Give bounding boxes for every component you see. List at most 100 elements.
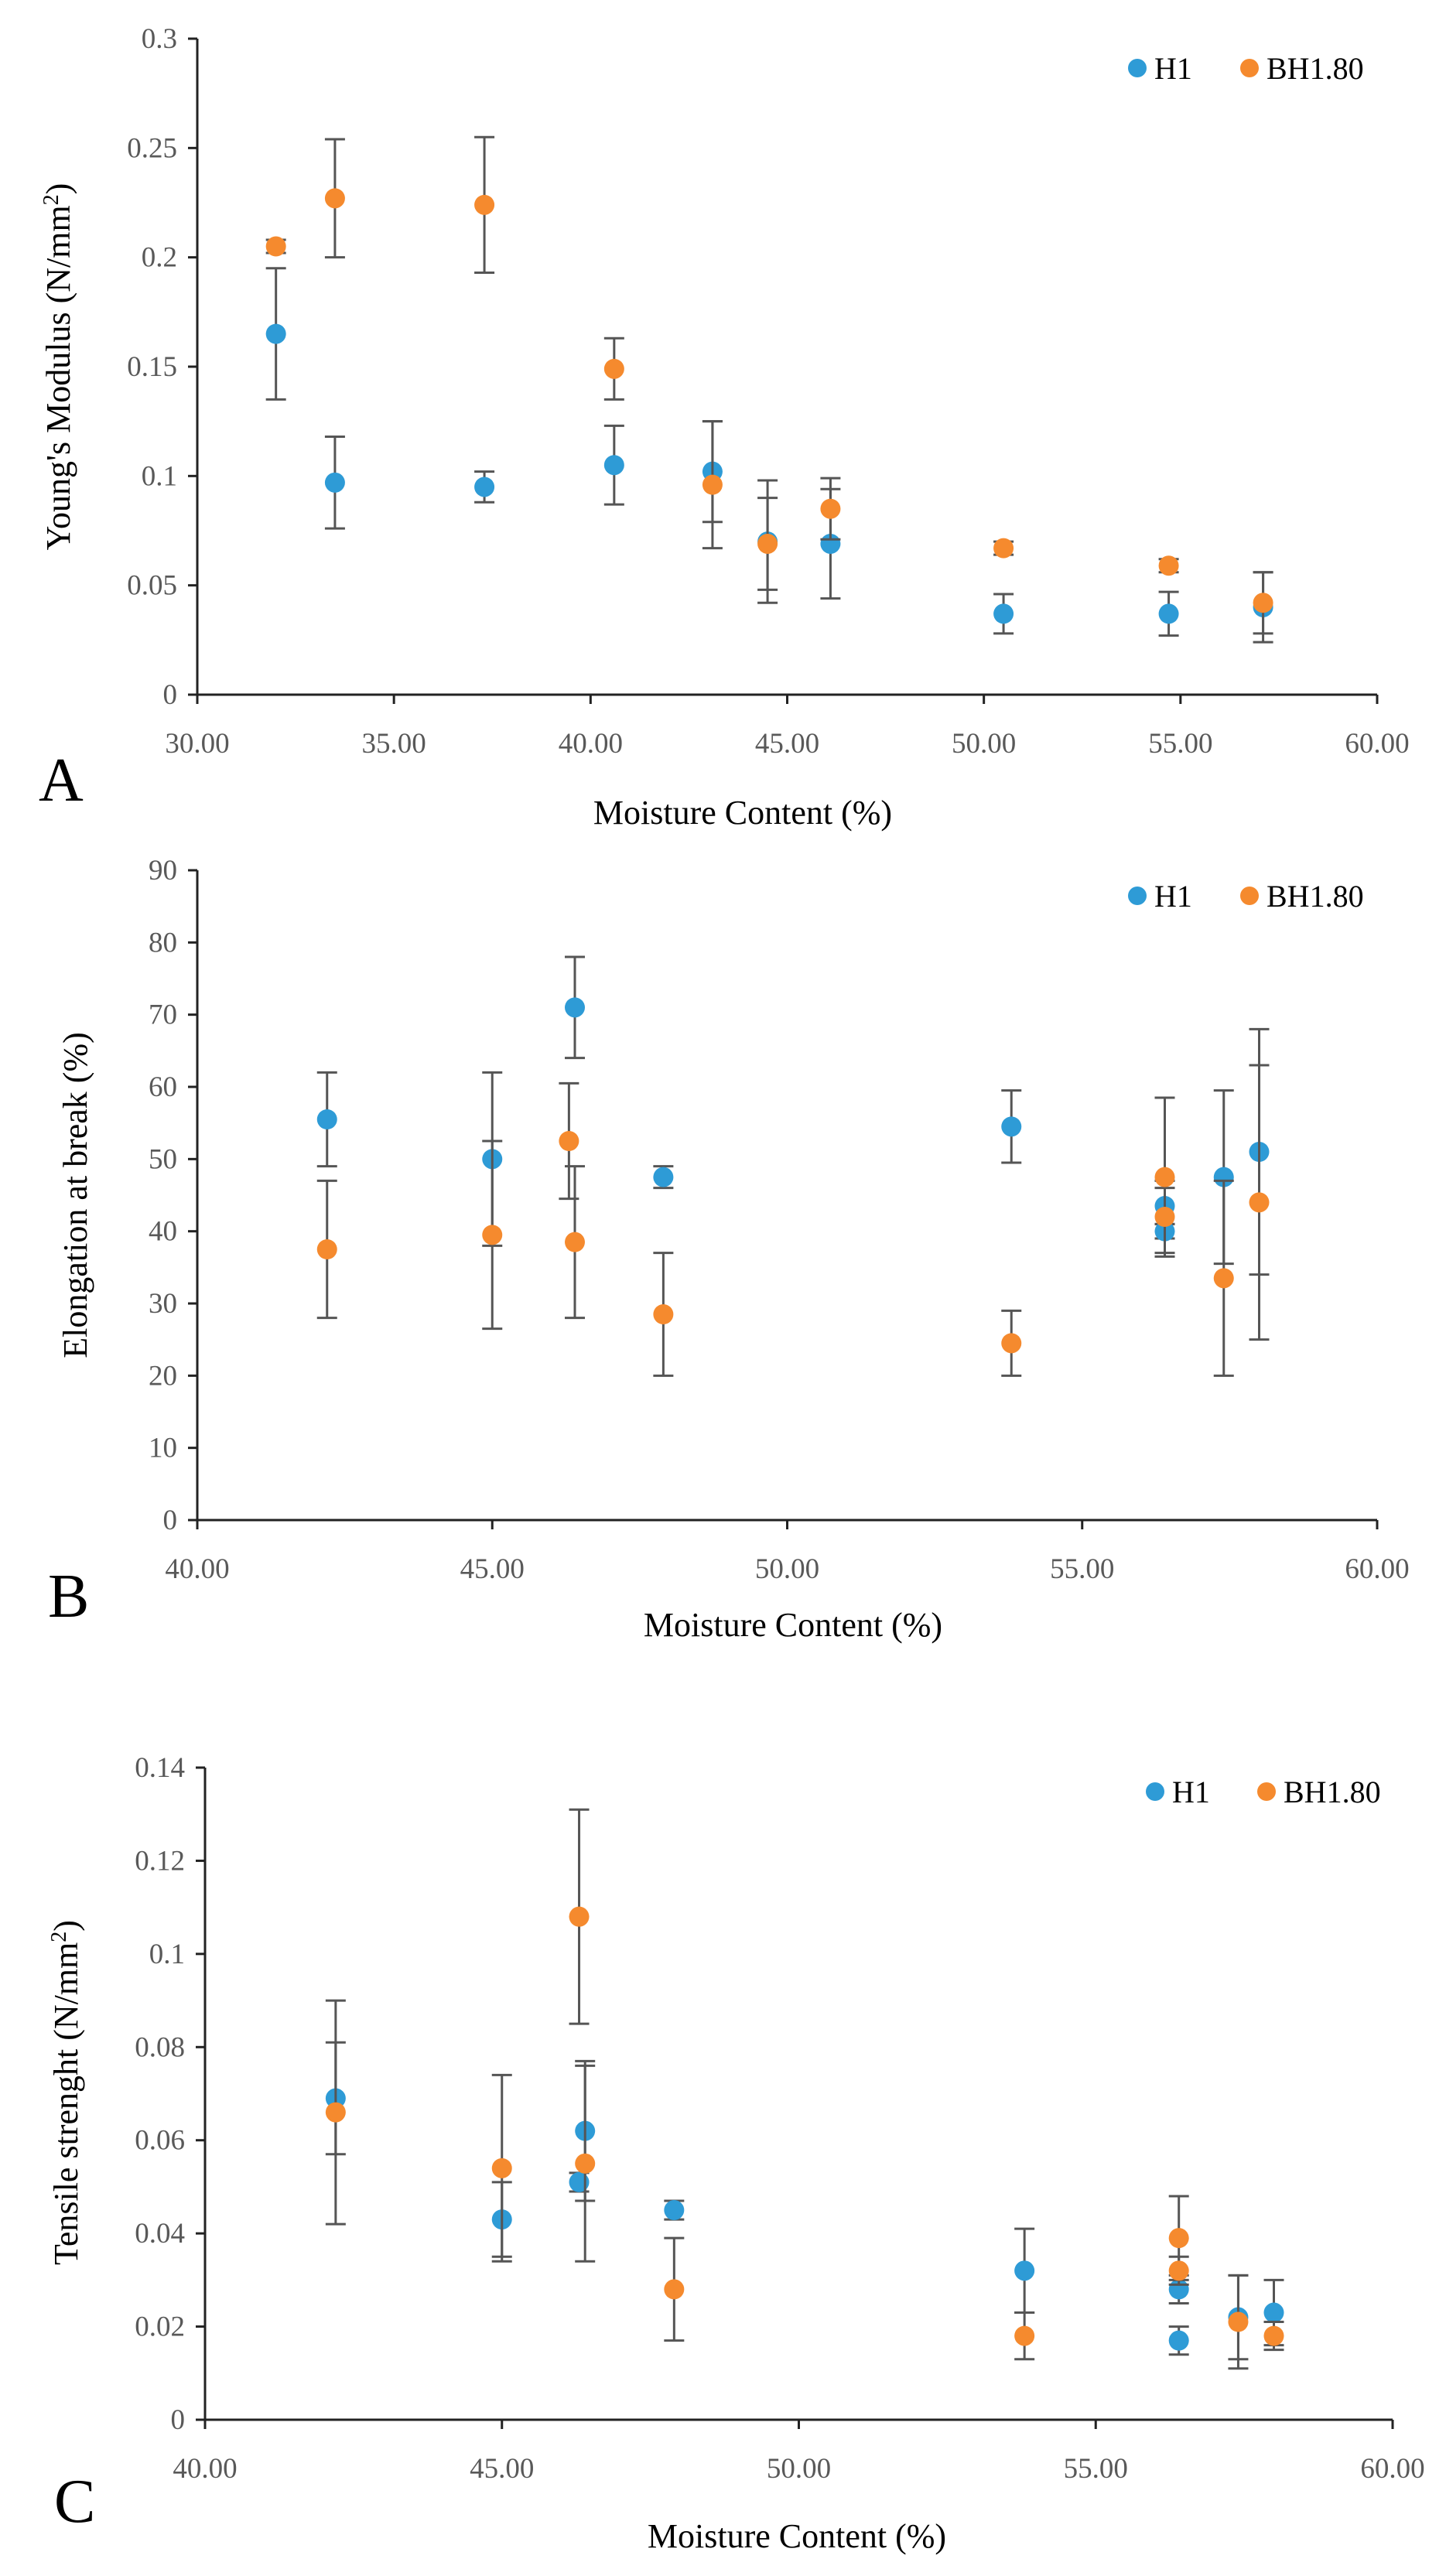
data-point bbox=[559, 1131, 579, 1151]
data-point bbox=[565, 997, 585, 1018]
data-point bbox=[265, 236, 286, 257]
x-tick-label: 45.00 bbox=[460, 1553, 525, 1585]
x-tick-label: 50.00 bbox=[755, 1553, 819, 1585]
legend-label: BH1.80 bbox=[1267, 51, 1364, 86]
series-h1 bbox=[265, 267, 1273, 644]
data-point bbox=[324, 188, 345, 209]
y-tick-label: 40 bbox=[149, 1216, 177, 1248]
y-axis-title-superscript: 2 bbox=[47, 1932, 71, 1942]
y-axis-title-close: ) bbox=[39, 183, 77, 195]
y-tick-label: 80 bbox=[149, 927, 177, 958]
data-point bbox=[1168, 2260, 1189, 2281]
x-tick-label: 40.00 bbox=[165, 1553, 229, 1585]
data-point bbox=[993, 538, 1014, 559]
y-tick-label: 0.04 bbox=[135, 2218, 185, 2250]
y-tick-label: 70 bbox=[149, 999, 177, 1031]
data-point bbox=[603, 455, 624, 476]
series-bh1-80 bbox=[325, 1808, 1284, 2370]
data-point bbox=[569, 1906, 590, 1927]
legend-marker bbox=[1128, 887, 1147, 905]
y-tick-label: 0 bbox=[163, 679, 178, 711]
data-point bbox=[1001, 1116, 1022, 1137]
data-point bbox=[1158, 603, 1179, 624]
series-h1 bbox=[325, 2041, 1284, 2361]
x-tick-label: 45.00 bbox=[755, 728, 819, 760]
x-tick-label: 55.00 bbox=[1064, 2453, 1128, 2485]
y-tick-label: 0 bbox=[163, 1505, 178, 1536]
legend-label: H1 bbox=[1154, 51, 1192, 86]
y-tick-label: 90 bbox=[149, 855, 177, 887]
x-tick-label: 30.00 bbox=[165, 728, 229, 760]
data-point bbox=[1249, 1192, 1270, 1213]
y-tick-label: 10 bbox=[149, 1433, 177, 1464]
y-axis-title-text: Elongation at break (%) bbox=[56, 1032, 94, 1358]
y-tick-label: 0.05 bbox=[127, 570, 177, 602]
data-point bbox=[575, 2153, 596, 2174]
data-point bbox=[1014, 2325, 1035, 2346]
x-tick-label: 50.00 bbox=[767, 2453, 831, 2485]
data-point bbox=[820, 498, 841, 519]
y-tick-label: 0.14 bbox=[135, 1752, 185, 1784]
data-point bbox=[1213, 1268, 1234, 1289]
data-point bbox=[1168, 2228, 1189, 2249]
series-h1 bbox=[316, 955, 1270, 1276]
data-point bbox=[702, 474, 723, 495]
legend-marker bbox=[1128, 59, 1147, 77]
data-point bbox=[1001, 1333, 1022, 1354]
data-point bbox=[1213, 1167, 1234, 1187]
data-point bbox=[993, 603, 1014, 624]
data-point bbox=[1228, 2311, 1249, 2332]
y-tick-label: 0.15 bbox=[127, 351, 177, 383]
y-tick-label: 0.1 bbox=[149, 1939, 185, 1970]
data-point bbox=[324, 472, 345, 493]
y-tick-label: 0.08 bbox=[135, 2031, 185, 2063]
data-point bbox=[474, 194, 495, 215]
y-tick-label: 60 bbox=[149, 1071, 177, 1103]
data-point bbox=[325, 2102, 346, 2123]
x-axis-title: Moisture Content (%) bbox=[593, 794, 892, 832]
legend-label: BH1.80 bbox=[1284, 1775, 1381, 1809]
y-tick-label: 0 bbox=[171, 2404, 186, 2436]
x-axis-title: Moisture Content (%) bbox=[648, 2517, 946, 2555]
y-axis-title: Young's Modulus (N/mm2) bbox=[39, 183, 78, 551]
data-point bbox=[653, 1167, 674, 1187]
x-tick-label: 60.00 bbox=[1345, 728, 1409, 760]
data-point bbox=[1014, 2260, 1035, 2281]
data-point bbox=[316, 1109, 337, 1129]
data-point bbox=[664, 2279, 685, 2300]
y-tick-label: 0.06 bbox=[135, 2125, 185, 2157]
y-tick-label: 0.2 bbox=[142, 242, 177, 274]
y-axis-title: Tensile strenght (N/mm2) bbox=[47, 1920, 86, 2265]
y-tick-label: 0.02 bbox=[135, 2311, 185, 2343]
x-tick-label: 60.00 bbox=[1360, 2453, 1424, 2485]
legend-label: BH1.80 bbox=[1267, 879, 1364, 914]
panel-label: A bbox=[39, 746, 84, 815]
legend-label: H1 bbox=[1154, 879, 1192, 914]
data-point bbox=[482, 1225, 503, 1245]
series-bh1-80 bbox=[265, 135, 1273, 635]
x-tick-label: 45.00 bbox=[470, 2453, 534, 2485]
data-point bbox=[1154, 1207, 1175, 1227]
data-point bbox=[664, 2200, 685, 2221]
y-axis-title-text: Young's Modulus (N/mm bbox=[39, 205, 77, 550]
x-tick-label: 55.00 bbox=[1148, 728, 1212, 760]
x-axis-title: Moisture Content (%) bbox=[644, 1606, 942, 1644]
data-point bbox=[316, 1239, 337, 1259]
data-point bbox=[265, 323, 286, 344]
legend-marker bbox=[1240, 59, 1259, 77]
y-axis-title-superscript: 2 bbox=[39, 194, 63, 205]
data-point bbox=[491, 2157, 512, 2178]
data-point bbox=[1253, 593, 1273, 613]
legend-marker bbox=[1146, 1782, 1164, 1801]
legend-marker bbox=[1240, 887, 1259, 905]
panel-label: B bbox=[48, 1563, 89, 1631]
data-point bbox=[603, 358, 624, 379]
y-tick-label: 0.12 bbox=[135, 1845, 185, 1877]
panel-label: C bbox=[54, 2468, 95, 2536]
x-tick-label: 50.00 bbox=[952, 728, 1016, 760]
y-tick-label: 0.25 bbox=[127, 132, 177, 164]
x-tick-label: 35.00 bbox=[362, 728, 426, 760]
data-point bbox=[565, 1232, 585, 1252]
data-point bbox=[1158, 555, 1179, 576]
